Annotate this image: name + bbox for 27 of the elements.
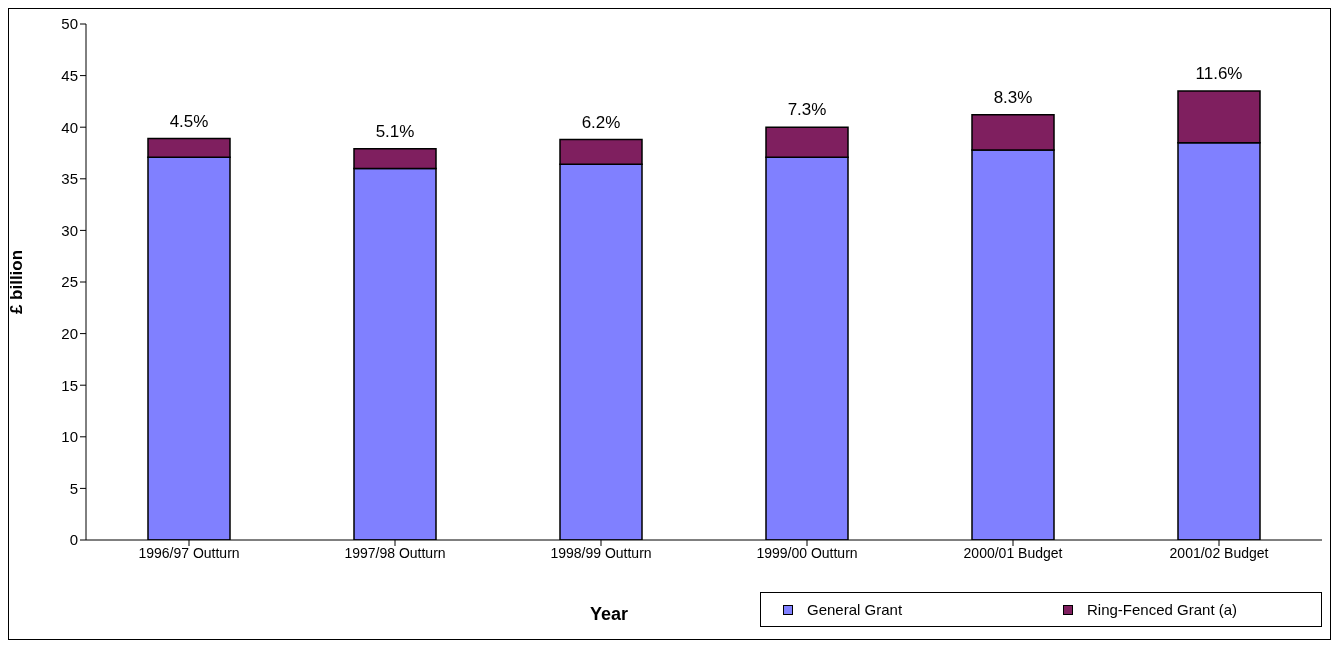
x-tick-label: 1996/97 Outturn (138, 544, 240, 561)
y-axis-title: £ billion (7, 249, 27, 315)
annotation: 7.3% (787, 100, 827, 120)
legend-label: Ring-Fenced Grant (a) (1087, 601, 1238, 618)
y-tick-label: 45 (61, 66, 78, 84)
x-tick-label: 1997/98 Outturn (344, 544, 446, 561)
x-tick-label: 1998/99 Outturn (550, 544, 652, 561)
y-tick-label: 50 (61, 15, 78, 33)
annotation: 6.2% (581, 112, 621, 132)
annotation: 4.5% (169, 111, 209, 131)
y-tick-label: 0 (69, 531, 78, 549)
x-axis-title: Year (588, 604, 629, 625)
y-tick-label: 5 (69, 479, 78, 497)
y-tick-label: 30 (61, 221, 78, 239)
legend-label: General Grant (807, 601, 903, 618)
y-tick-label: 15 (61, 376, 78, 394)
annotation: 5.1% (375, 121, 415, 141)
annotation: 11.6% (1195, 64, 1243, 84)
x-tick-label: 1999/00 Outturn (756, 544, 858, 561)
y-tick-label: 25 (61, 273, 78, 291)
x-tick-label: 2000/01 Budget (963, 544, 1063, 561)
x-tick-label: 2001/02 Budget (1169, 544, 1269, 561)
y-tick-label: 35 (61, 170, 78, 188)
y-tick-label: 10 (61, 428, 78, 446)
y-tick-label: 40 (61, 118, 78, 136)
annotation: 8.3% (993, 87, 1033, 107)
y-tick-label: 20 (61, 324, 78, 342)
